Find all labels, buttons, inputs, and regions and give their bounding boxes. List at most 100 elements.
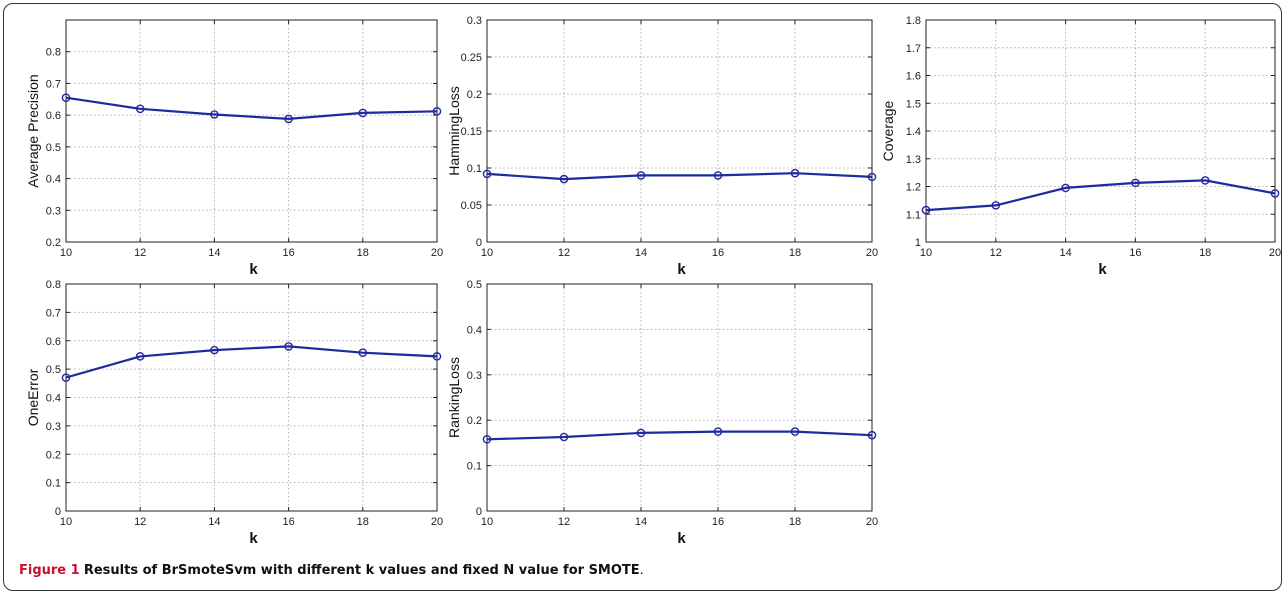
chart-4-xlabel: k <box>249 530 258 547</box>
chart-1-ytick-label: 0.2 <box>46 237 61 249</box>
chart-2-ylabel: HammingLoss <box>446 86 462 175</box>
chart-1-ytick-label: 0.5 <box>46 142 61 154</box>
chart-panel-5: 10 12 14 16 18 20 0 0.1 0.2 0.3 0.4 0.5 k RankingLoss <box>446 279 878 547</box>
chart-5-xtick-label: 18 <box>789 516 801 528</box>
chart-5-xtick-label: 12 <box>558 516 570 528</box>
chart-4-data-point <box>358 348 368 357</box>
chart-5-axes-box <box>486 283 873 512</box>
chart-3-data-point <box>1061 183 1070 193</box>
chart-5-ytick-label: 0.5 <box>467 279 482 291</box>
chart-2-xtick-label: 16 <box>712 247 724 259</box>
chart-4-ytick-label: 0.8 <box>46 279 61 291</box>
chart-5-data-point <box>482 434 492 444</box>
chart-1-ytick-label: 0.4 <box>46 174 61 186</box>
chart-2-data-point <box>482 169 492 179</box>
chart-2-ytick-label: 0.15 <box>461 126 482 138</box>
chart-3-data-point <box>991 201 1001 210</box>
chart-panel-2: 10 12 14 16 18 20 0 0.05 0.1 0.15 0.2 0.25 0.3 k Hammi… <box>446 15 878 278</box>
chart-4-data-point <box>432 352 442 361</box>
chart-1-ytick-label: 0.6 <box>46 110 61 122</box>
chart-5-data-point <box>790 427 800 436</box>
chart-1-xtick-label: 14 <box>208 247 220 259</box>
figure-caption: Figure 1 Results of BrSmoteSvm with diff… <box>19 563 644 578</box>
chart-3-ytick-label: 1.2 <box>906 182 921 194</box>
chart-3-xtick-label: 16 <box>1129 247 1141 259</box>
chart-2-data-point <box>559 174 569 184</box>
chart-1-data-point <box>284 114 293 124</box>
chart-3-xtick-label: 18 <box>1199 247 1211 259</box>
chart-panel-1: 10 12 14 16 18 20 0.2 0.3 0.4 0.5 0.6 0.7 0.8 k Averag… <box>25 19 443 278</box>
chart-1-xtick-label: 12 <box>134 247 146 259</box>
chart-3-ytick-label: 1.1 <box>906 209 921 221</box>
chart-4-ytick-label: 0.6 <box>46 336 61 348</box>
chart-3-ytick-label: 1.7 <box>906 43 921 55</box>
chart-1-data-point <box>210 110 219 119</box>
chart-4-ylabel: OneError <box>25 368 41 426</box>
chart-2-ytick-label: 0 <box>476 237 482 249</box>
chart-4-series-line <box>65 345 438 379</box>
chart-2-data-point <box>713 171 723 180</box>
chart-2-series-line <box>486 172 873 181</box>
chart-3-xtick-label: 12 <box>990 247 1002 259</box>
chart-3-data-point <box>1200 176 1210 185</box>
chart-panel-3: 10 12 14 16 18 20 1 1.1 1.2 1.3 1.4 1.5 1.6 1.7 1.8 k Co… <box>880 15 1281 278</box>
chart-3-data-point <box>1270 189 1280 198</box>
chart-5-data-point <box>636 428 646 438</box>
chart-2-ytick-label: 0.1 <box>467 163 482 175</box>
chart-4-data-point <box>210 345 219 355</box>
chart-3-xtick-label: 14 <box>1059 247 1071 259</box>
chart-5-ytick-label: 0.2 <box>467 415 482 427</box>
chart-2-ytick-label: 0.3 <box>467 15 482 27</box>
chart-5-plot-area <box>487 284 872 511</box>
chart-3-ytick-label: 1 <box>915 237 921 249</box>
chart-4-ytick-label: 0.7 <box>46 307 61 319</box>
chart-4-xtick-label: 12 <box>134 516 146 528</box>
chart-5-series-line <box>486 430 873 441</box>
chart-1-data-point <box>432 107 442 116</box>
chart-3-ytick-label: 1.4 <box>906 126 921 138</box>
chart-4-ytick-label: 0.4 <box>46 393 61 405</box>
chart-1-ytick-label: 0.3 <box>46 205 61 217</box>
chart-5-ytick-label: 0 <box>476 506 482 518</box>
chart-4-data-point <box>284 342 293 351</box>
chart-5-xtick-label: 10 <box>481 516 493 528</box>
chart-3-ylabel: Coverage <box>880 100 896 161</box>
chart-4-axes-box <box>65 283 438 512</box>
chart-4-ytick-label: 0.2 <box>46 449 61 461</box>
chart-5-data-point <box>559 432 569 442</box>
chart-1-xtick-label: 18 <box>357 247 369 259</box>
chart-2-xtick-label: 12 <box>558 247 570 259</box>
chart-1-plot-area <box>66 20 437 242</box>
chart-3-xlabel: k <box>1098 261 1107 278</box>
chart-4-xtick-label: 16 <box>282 516 294 528</box>
chart-1-data-point <box>61 93 71 102</box>
chart-1-xlabel: k <box>249 261 258 278</box>
chart-panel-4: 10 12 14 16 18 20 0 0.1 0.2 0.3 0.4 0.5 0.6 0.7 0.8 k On… <box>25 279 443 547</box>
chart-3-ytick-label: 1.6 <box>906 71 921 83</box>
chart-3-xtick-label: 10 <box>920 247 932 259</box>
chart-1-series-line <box>65 96 438 121</box>
chart-4-ytick-label: 0.5 <box>46 364 61 376</box>
chart-5-ytick-label: 0.3 <box>467 370 482 382</box>
chart-1-xtick-label: 10 <box>60 247 72 259</box>
chart-3-data-point <box>1131 178 1140 188</box>
chart-2-ytick-label: 0.05 <box>461 200 482 212</box>
caption-text: Results of BrSmoteSvm with different k v… <box>83 563 640 578</box>
chart-3-data-point <box>921 205 931 215</box>
chart-3-ytick-label: 1.3 <box>906 154 921 166</box>
chart-1-xtick-label: 20 <box>431 247 443 259</box>
chart-2-data-point <box>867 172 877 182</box>
chart-2-xtick-label: 20 <box>866 247 878 259</box>
chart-1-xtick-label: 16 <box>282 247 294 259</box>
chart-3-xtick-label: 20 <box>1269 247 1281 259</box>
chart-5-data-point <box>713 427 723 436</box>
chart-1-ylabel: Average Precision <box>25 74 41 187</box>
chart-2-ytick-label: 0.25 <box>461 52 482 64</box>
chart-3-ytick-label: 1.8 <box>906 15 921 27</box>
chart-1-data-point <box>135 104 145 114</box>
chart-5-data-point <box>867 430 877 440</box>
chart-4-xtick-label: 18 <box>357 516 369 528</box>
chart-5-ylabel: RankingLoss <box>446 357 462 438</box>
chart-2-axes-box <box>486 19 873 243</box>
